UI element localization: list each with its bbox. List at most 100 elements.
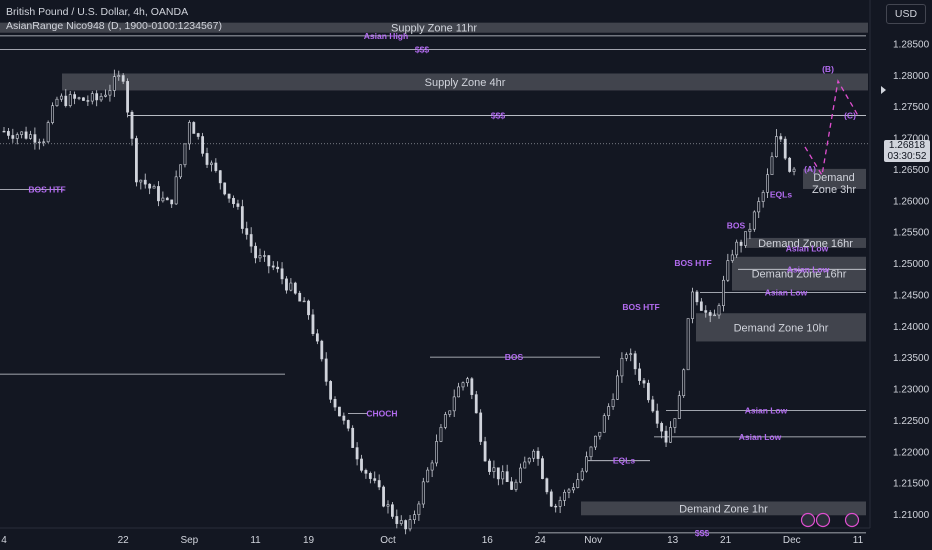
annotation-label: BOS [727,220,746,230]
candle-body [108,90,112,96]
y-tick-label: 1.25500 [893,228,930,239]
candle-body [576,479,580,488]
zone-rect [0,22,868,33]
candle-body [488,460,491,472]
candle-body [466,378,469,384]
candle-body [545,478,549,493]
candle-body [435,441,438,464]
candle-body [399,520,403,524]
candle-body [514,481,518,490]
candle-body [541,458,544,479]
candle-body [320,340,324,360]
zone-rect [732,256,866,291]
candle-body [249,234,253,247]
candle-body [157,186,160,202]
candle-body [46,122,50,143]
currency-button[interactable]: USD [886,4,926,24]
candle-body [298,292,302,302]
candle-body [236,203,240,207]
candle-body [391,504,394,517]
candle-body [426,469,430,483]
candle-body [430,462,434,471]
candle-body [263,255,266,257]
y-tick-label: 1.26500 [893,165,930,176]
x-tick-label: Sep [180,535,198,546]
candle-body [691,291,694,319]
candle-body [24,131,28,139]
candle-body [2,130,6,133]
candle-body [602,415,606,433]
candle-body [29,134,32,139]
candle-body [117,75,121,77]
candle-body [201,136,205,154]
candle-body [368,473,372,479]
annotation-label: Asian Low [786,244,829,254]
candle-body [148,183,152,189]
candle-body [611,398,615,407]
candle-body [382,486,385,507]
candle-body [258,255,262,259]
candle-body [68,94,72,106]
candle-body [624,354,628,359]
candle-body [413,514,416,520]
candle-body [748,228,752,232]
candle-body [240,206,244,229]
candle-body [448,410,452,415]
candle-body [139,179,143,183]
candle-body [585,456,589,472]
y-tick-label: 1.22000 [893,447,930,458]
candle-body [496,467,500,480]
candle-body [722,279,725,306]
annotation-label: EQLs [613,456,635,466]
projection-path [804,79,859,177]
candle-body [315,333,319,342]
candle-body [82,97,85,101]
flash-icon [800,512,816,528]
y-tick-label: 1.21500 [893,479,930,490]
candle-body [739,241,743,246]
candle-body [210,162,213,165]
candle-body [280,268,284,280]
candle-body [170,199,174,205]
annotation-label: Asian High [364,31,408,41]
event-icon [815,512,831,528]
annotation-label: BOS HTF [28,185,65,195]
candle-body [598,431,602,437]
zone-rect [803,168,866,189]
candle-body [554,505,558,508]
x-tick-label: 21 [720,535,732,546]
candle-body [51,105,54,123]
candle-body [276,266,280,270]
candle-body [223,182,227,195]
candle-body [307,300,310,316]
candle-body [783,138,787,159]
zone-label: Demand Zone 16hr [752,269,847,281]
candle-body [227,193,231,199]
candle-body [311,314,315,335]
candle-body [214,162,218,171]
candle-body [699,301,703,311]
candle-body [669,427,672,443]
candle-body [492,467,496,472]
candle-body [386,504,390,507]
annotation-label: (B) [822,64,834,74]
candle-body [452,396,456,412]
candle-body [788,157,792,172]
candle-body [673,418,677,428]
candle-body [11,135,15,139]
candle-body [360,458,363,471]
candle-body [165,197,169,201]
annotation-label: BOS HTF [674,258,711,268]
candle-body [187,122,191,145]
current-price: 1.26818 [888,140,926,151]
candle-body [55,98,59,106]
candle-body [342,415,346,421]
candle-body [752,211,756,230]
candle-body [470,378,474,395]
indicator-label[interactable]: AsianRange Nico948 (D, 1900-0100:1234567… [6,20,222,32]
y-tick-label: 1.22500 [893,416,930,427]
candle-body [59,95,63,100]
candle-body [130,111,134,139]
candle-body [642,380,646,384]
